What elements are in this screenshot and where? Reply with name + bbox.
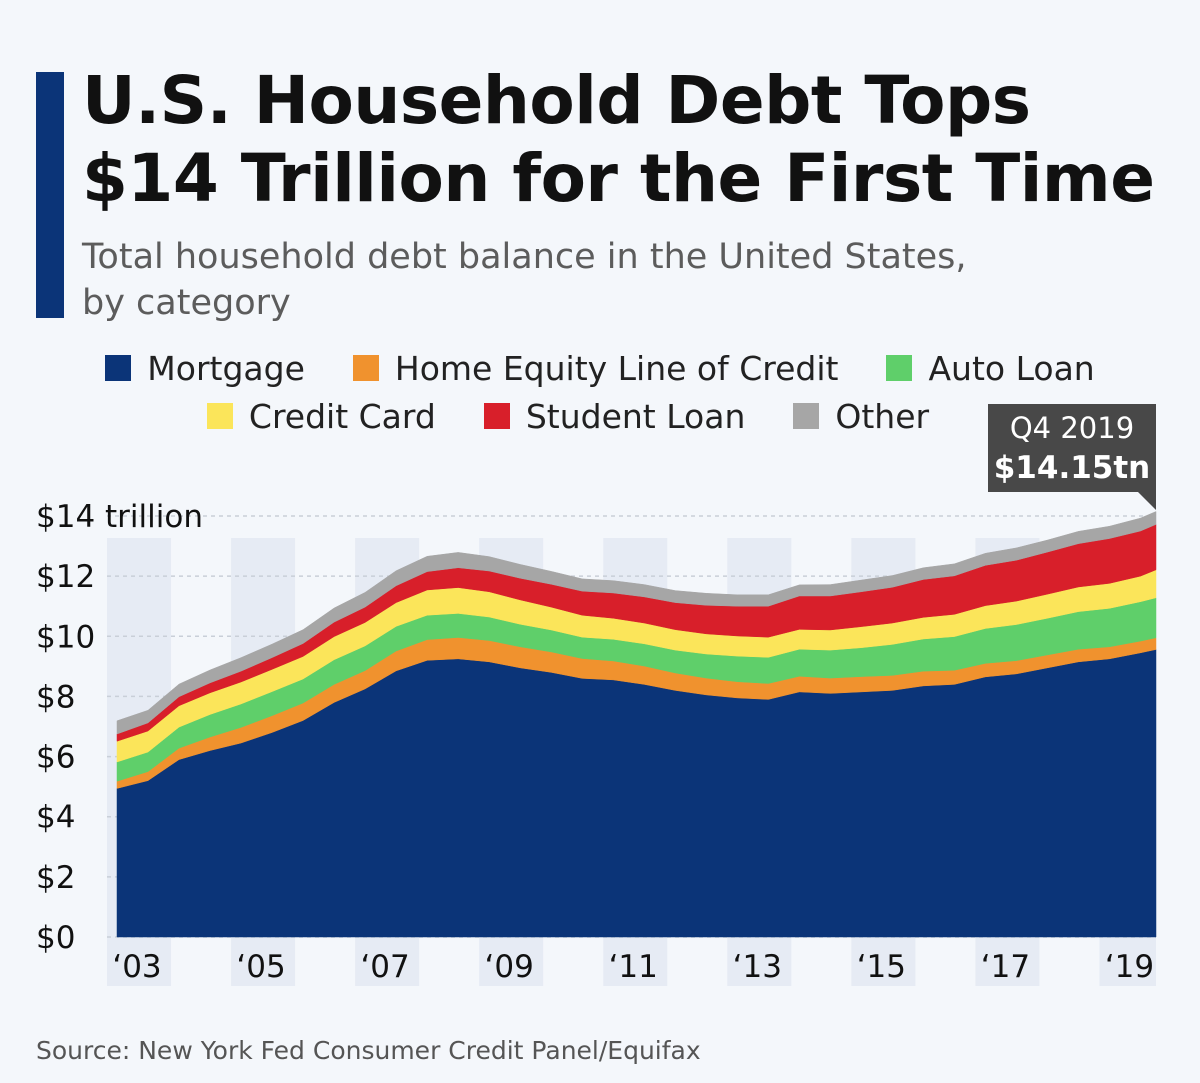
legend-row-1: Mortgage Home Equity Line of Credit Auto… bbox=[0, 344, 1200, 392]
x-tick-label-2007: ‘07 bbox=[360, 949, 409, 985]
y-tick-label-8: $8 bbox=[36, 679, 75, 715]
latest-value-callout: Q4 2019 $14.15tn bbox=[988, 404, 1156, 492]
title-accent-bar bbox=[36, 72, 64, 318]
chart-subtitle: Total household debt balance in the Unit… bbox=[82, 234, 1082, 326]
x-tick-label-2005: ‘05 bbox=[236, 949, 285, 985]
legend-row-2: Credit Card Student Loan Other bbox=[0, 392, 1200, 440]
chart-title-line-1: U.S. Household Debt Tops bbox=[82, 62, 1031, 139]
chart-subtitle-line-1: Total household debt balance in the Unit… bbox=[82, 237, 967, 277]
y-tick-label-14: $14 trillion bbox=[36, 499, 203, 535]
y-tick-label-4: $4 bbox=[36, 800, 75, 836]
x-tick-label-2013: ‘13 bbox=[733, 949, 782, 985]
legend-label-heloc: Home Equity Line of Credit bbox=[394, 348, 839, 388]
callout-arrow bbox=[1138, 492, 1156, 510]
chart-title-line-2: $14 Trillion for the First Time bbox=[82, 140, 1155, 217]
y-tick-label-0: $0 bbox=[36, 920, 75, 956]
callout-period: Q4 2019 bbox=[1009, 411, 1135, 445]
x-tick-label-2015: ‘15 bbox=[857, 949, 906, 985]
x-tick-label-2019: ‘19 bbox=[1105, 949, 1154, 985]
callout-value: $14.15tn bbox=[993, 450, 1151, 486]
chart-subtitle-line-2: by category bbox=[82, 283, 291, 323]
legend-item-mortgage: Mortgage bbox=[105, 349, 305, 388]
chart-title: U.S. Household Debt Tops $14 Trillion fo… bbox=[82, 62, 1182, 218]
legend-item-heloc: Home Equity Line of Credit bbox=[352, 348, 839, 388]
legend-swatch-auto-loan bbox=[886, 355, 913, 381]
legend-label-mortgage: Mortgage bbox=[147, 348, 305, 388]
legend-label-auto-loan: Auto Loan bbox=[928, 348, 1095, 388]
x-tick-label-2009: ‘09 bbox=[485, 949, 534, 985]
legend-swatch-student-loan bbox=[483, 403, 510, 429]
chart-legend: Mortgage Home Equity Line of Credit Auto… bbox=[0, 344, 1200, 440]
y-tick-label-6: $6 bbox=[36, 740, 75, 776]
x-tick-label-2017: ‘17 bbox=[981, 949, 1030, 985]
legend-swatch-heloc bbox=[352, 355, 379, 381]
area-series-other bbox=[116, 511, 1157, 735]
y-tick-label-10: $10 bbox=[36, 619, 95, 655]
legend-label-credit-card: Credit Card bbox=[248, 396, 436, 436]
legend-item-student-loan: Student Loan bbox=[483, 396, 746, 436]
y-tick-label-2: $2 bbox=[36, 860, 75, 896]
x-tick-label-2003: ‘03 bbox=[112, 949, 161, 985]
legend-label-other: Other bbox=[835, 396, 930, 436]
source-note: Source: New York Fed Consumer Credit Pan… bbox=[36, 1036, 701, 1065]
y-tick-label-12: $12 bbox=[36, 559, 95, 595]
legend-swatch-mortgage bbox=[105, 355, 132, 381]
legend-swatch-other bbox=[793, 403, 820, 429]
x-tick-label-2011: ‘11 bbox=[609, 949, 658, 985]
legend-item-other: Other bbox=[793, 397, 929, 436]
legend-item-auto-loan: Auto Loan bbox=[886, 348, 1095, 388]
legend-item-credit-card: Credit Card bbox=[206, 396, 436, 436]
legend-label-student-loan: Student Loan bbox=[525, 396, 746, 436]
legend-swatch-credit-card bbox=[206, 403, 233, 429]
